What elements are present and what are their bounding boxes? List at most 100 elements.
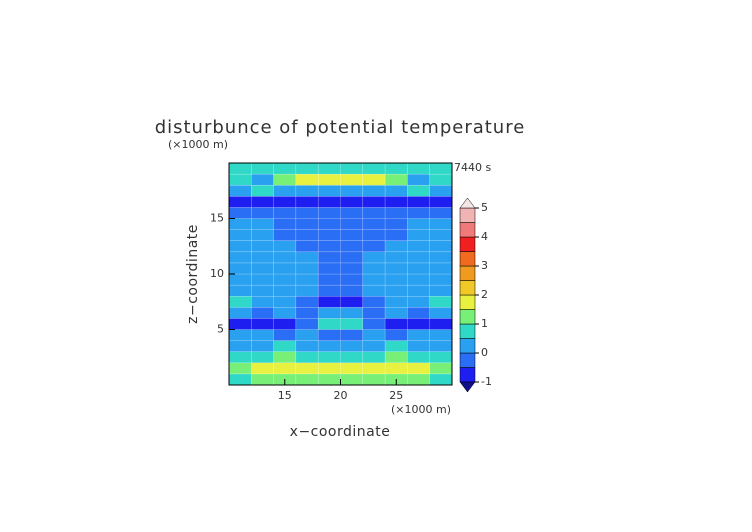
field-cell (340, 340, 364, 352)
field-cell (384, 196, 408, 208)
field-cell (228, 307, 252, 319)
field-cell (273, 251, 297, 264)
field-cell (228, 162, 252, 175)
field-cell (362, 373, 386, 386)
y-tick-label: 5 (217, 323, 224, 336)
field-cell (295, 273, 319, 286)
field-cell (362, 362, 386, 375)
field-cell (317, 196, 341, 208)
field-cell (295, 307, 319, 319)
field-cell (362, 196, 386, 208)
colorbar-tick-label: 2 (481, 288, 488, 301)
field-cell (407, 340, 430, 352)
field-cell (228, 362, 252, 375)
field-cell (251, 307, 274, 319)
field-cell (317, 229, 341, 241)
colorbar-tick-label: 0 (481, 346, 488, 359)
colorbar-segment (459, 251, 476, 267)
field-cell (228, 318, 252, 330)
field-cell (251, 229, 274, 241)
field-cell (429, 184, 453, 197)
field-cell (407, 329, 430, 341)
field-cell (295, 173, 319, 186)
field-cell (295, 262, 319, 275)
field-cell (317, 184, 341, 197)
field-cell (228, 184, 252, 197)
field-cell (384, 218, 408, 230)
field-cell (384, 362, 408, 375)
field-cell (362, 329, 386, 341)
field-cell (317, 351, 341, 364)
field-cell (340, 184, 364, 197)
field-cell (362, 184, 386, 197)
field-cell (362, 284, 386, 297)
field-cell (317, 173, 341, 186)
field-cell (407, 284, 430, 297)
field-cell (429, 173, 453, 186)
field-cell (429, 284, 453, 297)
field-cell (340, 351, 364, 364)
field-cell (384, 240, 408, 253)
field-cell (340, 240, 364, 253)
field-cell (273, 362, 297, 375)
field-cell (384, 318, 408, 330)
field-cell (362, 307, 386, 319)
field-cell (340, 329, 364, 341)
field-cell (362, 318, 386, 330)
field-cell (429, 362, 453, 375)
field-cell (228, 240, 252, 253)
field-cell (317, 295, 341, 308)
field-cell (429, 240, 453, 253)
field-cell (317, 162, 341, 175)
field-cell (273, 196, 297, 208)
field-cell (407, 162, 430, 175)
field-cell (251, 162, 274, 175)
field-cell (429, 340, 453, 352)
colorbar-tick-label: -1 (481, 375, 492, 388)
x-tick-label: 15 (278, 389, 292, 402)
field-cell (273, 240, 297, 253)
colorbar-segment (459, 294, 476, 310)
field-cell (407, 262, 430, 275)
field-cell (317, 207, 341, 219)
x-unit: (×1000 m) (391, 403, 451, 416)
field-cell (429, 262, 453, 275)
field-cell (273, 184, 297, 197)
field-cell (429, 273, 453, 286)
field-cell (340, 196, 364, 208)
field-cell (273, 340, 297, 352)
colorbar-tick-label: 3 (481, 259, 488, 272)
colorbar-segment (459, 265, 476, 281)
colorbar-segment (459, 222, 476, 238)
field-cell (273, 262, 297, 275)
field-cell (340, 373, 364, 386)
field-cell (295, 184, 319, 197)
field-cell (273, 284, 297, 297)
field-cell (228, 251, 252, 264)
field-cell (295, 284, 319, 297)
field-cell (429, 196, 453, 208)
colorbar-over (459, 197, 476, 209)
field-cell (251, 318, 274, 330)
field-cell (340, 207, 364, 219)
field-cell (340, 318, 364, 330)
field-cell (340, 362, 364, 375)
field-cell (429, 373, 453, 386)
field-cell (384, 262, 408, 275)
field-cell (317, 240, 341, 253)
field-cell (251, 207, 274, 219)
field-cell (384, 307, 408, 319)
field-cell (340, 229, 364, 241)
field-cell (295, 240, 319, 253)
field-cell (407, 229, 430, 241)
field-cell (362, 240, 386, 253)
x-tick-label: 20 (334, 389, 348, 402)
field-cell (340, 284, 364, 297)
field-cell (317, 340, 341, 352)
field-cell (407, 240, 430, 253)
chart-title: disturbunce of potential temperature (155, 117, 526, 138)
field-cell (251, 284, 274, 297)
field-cell (295, 329, 319, 341)
